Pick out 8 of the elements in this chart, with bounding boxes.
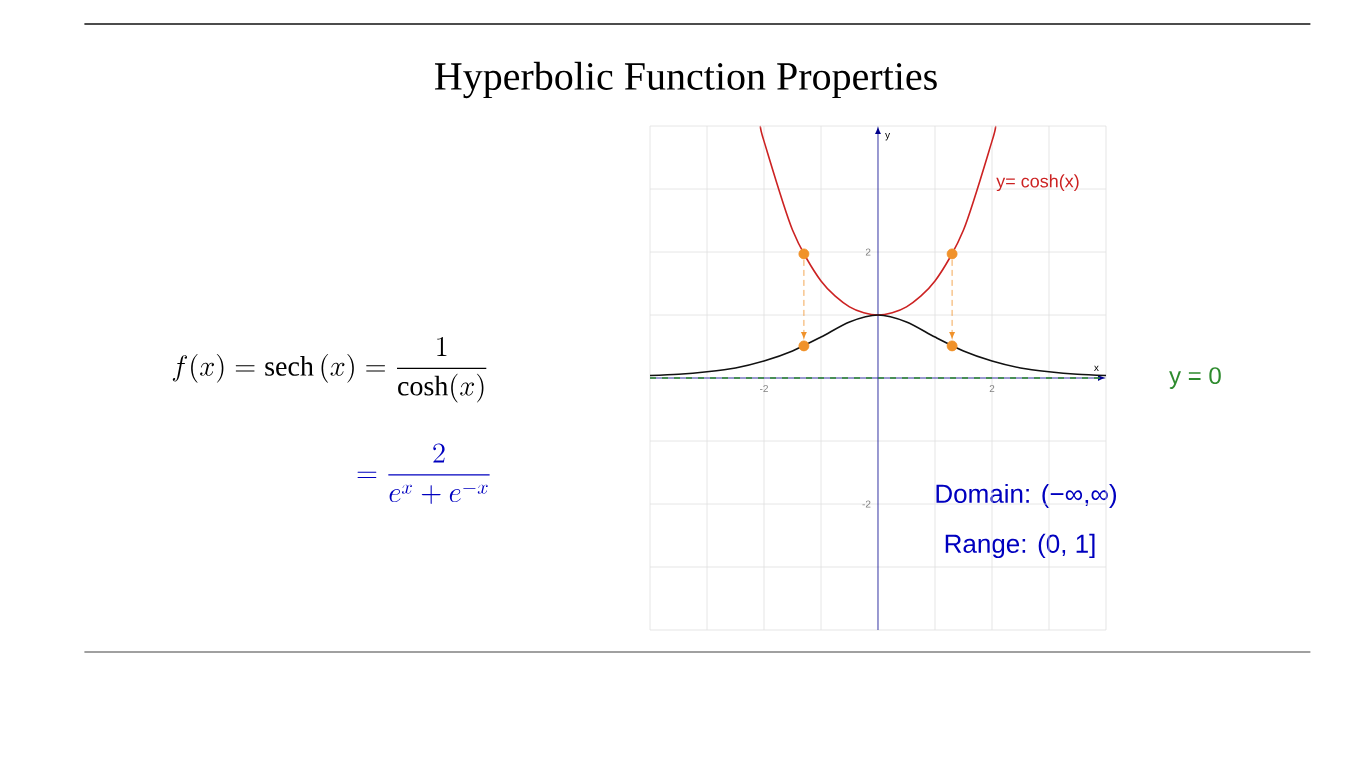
annotation: Domain: (−∞,∞) [936,483,1117,509]
chart-title: Hyperbolic Function Properties [434,61,937,99]
line-series [759,125,997,316]
annotation: Range: (0, 1] [945,533,1095,559]
text: $f(x)=\operatorname{sech}\left(x\right)=\frac{1}{\cosh(x)}$ [172,336,487,403]
text: $=\frac{2}{e^{x}+e^{-x}}$ [357,443,490,505]
series-label: y= cosh(x) [996,174,1079,192]
ref-line-label: y = 0 [1169,367,1221,389]
